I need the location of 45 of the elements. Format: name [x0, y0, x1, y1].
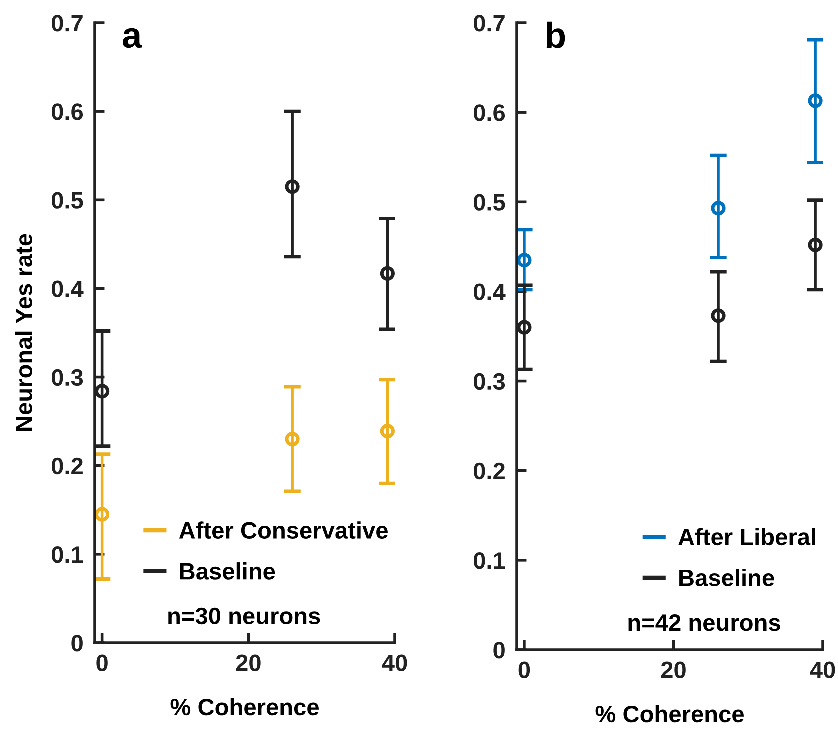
x-tick-label: 0 — [96, 654, 108, 672]
x-tick-label: 20 — [661, 662, 686, 678]
legend-label: After Conservative — [179, 522, 388, 539]
annotation: b — [546, 22, 566, 48]
y-tick-label: 0.3 — [474, 373, 506, 390]
y-tick-label: 0.1 — [52, 546, 84, 564]
point — [808, 94, 823, 108]
x-tick-label: 20 — [236, 654, 261, 672]
y-tick-label: 0.7 — [474, 15, 505, 32]
point — [517, 253, 532, 268]
x-tick-label: 40 — [810, 662, 836, 678]
y-tick-label: 0.4 — [474, 284, 506, 300]
x-axis-title: % Coherence — [170, 698, 319, 716]
annotation: n=42 neurons — [628, 614, 780, 632]
y-tick-label: 0 — [494, 642, 505, 659]
point — [95, 507, 110, 522]
y-tick-label: 0.1 — [474, 552, 506, 570]
y-tick-label: 0 — [72, 635, 83, 652]
y-tick-label: 0.4 — [52, 280, 84, 298]
legend-label: Baseline — [180, 562, 276, 580]
legend-label: After Liberal — [678, 528, 816, 546]
y-tick-label: 0.6 — [52, 104, 84, 120]
y-tick-label: 0.5 — [52, 192, 84, 209]
point — [95, 384, 110, 399]
y-tick-label: 0.2 — [474, 462, 505, 480]
point — [380, 266, 395, 281]
y-axis-title: Neuronal Yes rate — [15, 234, 33, 431]
x-tick-label: 40 — [382, 654, 408, 672]
x-tick-label: 0 — [518, 662, 530, 678]
point — [285, 180, 300, 194]
point — [808, 238, 823, 252]
point — [517, 320, 532, 335]
annotation: n=30 neurons — [168, 608, 320, 625]
annotation: a — [123, 28, 142, 48]
point — [711, 201, 726, 216]
y-tick-label: 0.7 — [52, 15, 83, 32]
point — [285, 432, 300, 447]
point — [380, 424, 395, 439]
y-tick-label: 0.3 — [52, 369, 84, 386]
y-tick-label: 0.2 — [52, 458, 83, 475]
y-tick-label: 0.6 — [474, 104, 506, 122]
x-axis-title: % Coherence — [596, 705, 744, 723]
y-tick-label: 0.5 — [474, 194, 506, 211]
point — [711, 308, 726, 324]
legend-label: Baseline — [680, 569, 774, 586]
